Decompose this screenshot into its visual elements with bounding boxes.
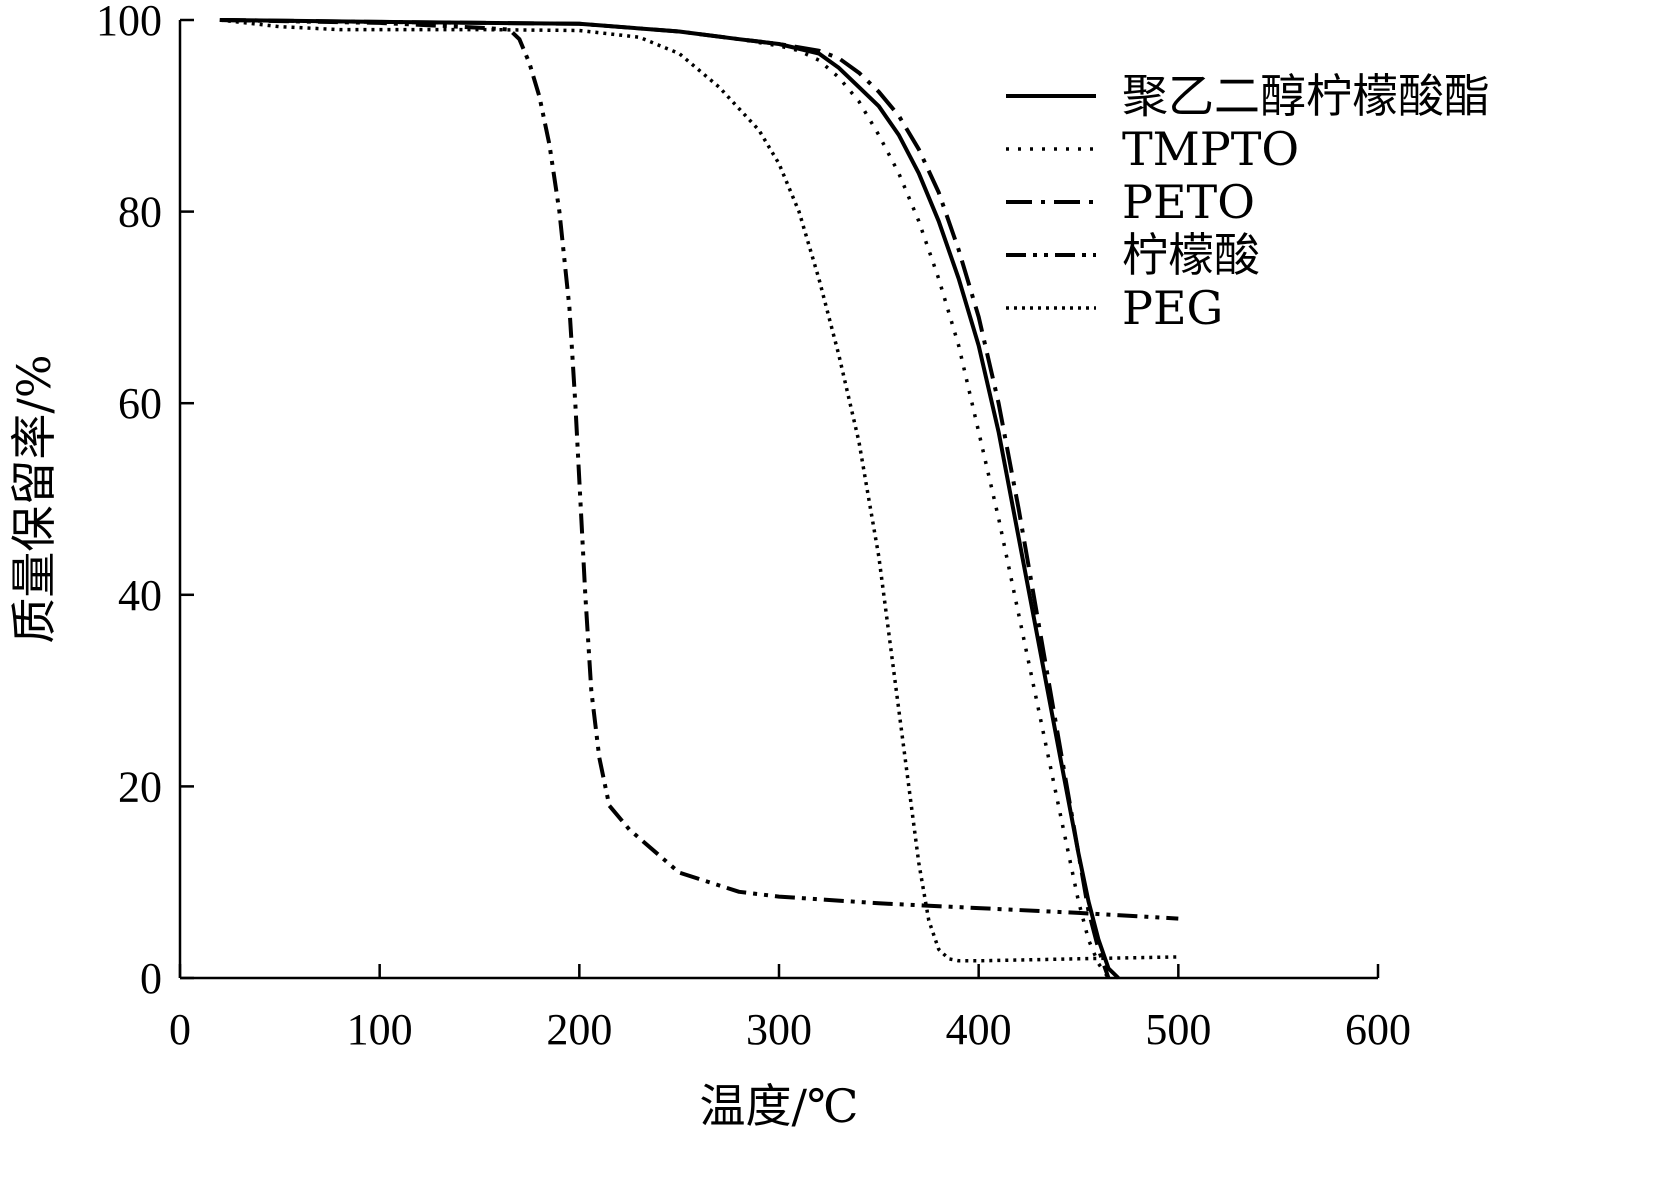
series-line-4 xyxy=(219,18,1179,921)
y-tick-label: 100 xyxy=(96,0,162,45)
x-tick-label: 500 xyxy=(1145,1005,1211,1054)
y-tick-label: 80 xyxy=(118,188,162,237)
x-axis-ticks: 0 100 200 300 400 500 600 xyxy=(169,964,1411,1054)
plot-area: 0 100 200 300 400 500 600 0 20 40 60 80 100 xyxy=(96,0,1411,1054)
legend-label: PETO xyxy=(1122,175,1255,229)
y-axis-title: 质量保留率/% xyxy=(7,354,61,643)
legend-label: 柠檬酸 xyxy=(1122,228,1260,282)
y-tick-label: 40 xyxy=(118,571,162,620)
x-tick-label: 100 xyxy=(347,1005,413,1054)
x-tick-label: 400 xyxy=(946,1005,1012,1054)
legend-label: 聚乙二醇柠檬酸酯 xyxy=(1122,69,1490,123)
series-line-1 xyxy=(219,18,1120,980)
y-tick-label: 0 xyxy=(140,954,162,1003)
series-line-5 xyxy=(219,18,1179,963)
x-tick-label: 200 xyxy=(546,1005,612,1054)
series-line-3 xyxy=(219,18,1111,979)
y-tick-label: 60 xyxy=(118,379,162,428)
legend-label: TMPTO xyxy=(1122,122,1299,176)
x-tick-label: 300 xyxy=(746,1005,812,1054)
y-axis-ticks: 0 20 40 60 80 100 xyxy=(96,0,194,1003)
series-lines xyxy=(219,18,1179,980)
y-tick-label: 20 xyxy=(118,762,162,811)
series-line-2 xyxy=(219,18,1110,979)
x-tick-label: 600 xyxy=(1345,1005,1411,1054)
x-tick-label: 0 xyxy=(169,1005,191,1054)
legend-label: PEG xyxy=(1122,281,1223,335)
x-axis-title: 温度/℃ xyxy=(700,1079,859,1133)
